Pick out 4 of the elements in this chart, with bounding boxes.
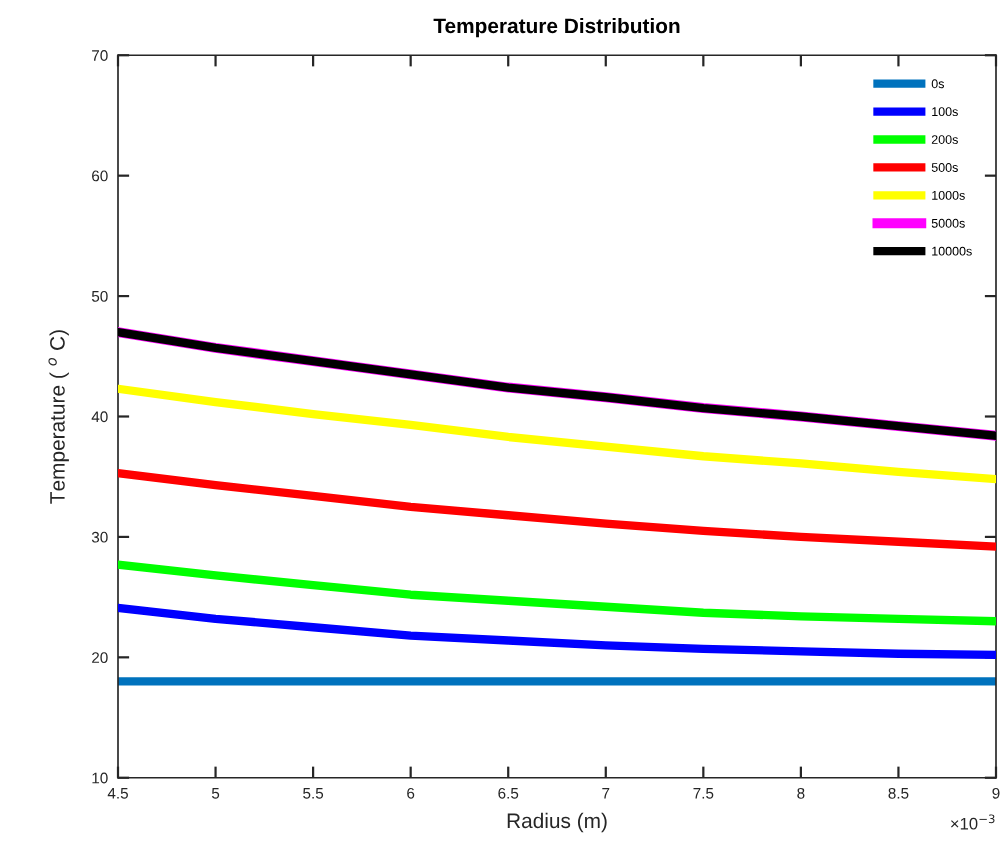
y-axis-title: Temperature ( $^{o}$ C) <box>48 330 69 504</box>
text: ×10$^{−3}$ <box>950 814 995 830</box>
x-axis-title: Radius (m) <box>507 812 607 833</box>
chart-title: Temperature Distribution <box>433 17 680 38</box>
